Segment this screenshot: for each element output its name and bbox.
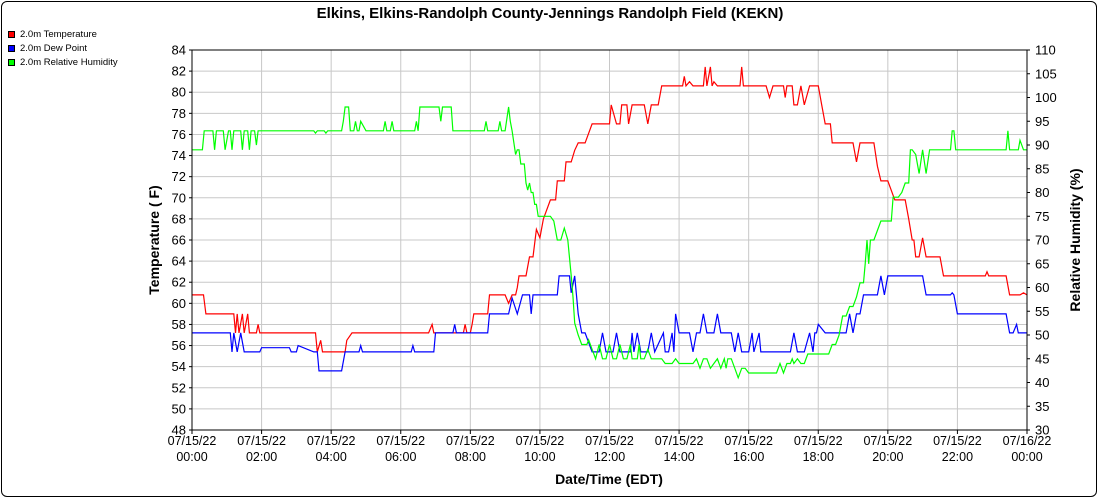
x-tick-date: 07/15/22	[794, 434, 843, 448]
legend-label-dew-point: 2.0m Dew Point	[20, 42, 88, 54]
x-tick-time: 00:00	[176, 450, 207, 464]
y2-tick-label: 55	[1035, 304, 1049, 319]
x-tick-date: 07/15/22	[655, 434, 704, 448]
ticks: 48 50 52 54 56 58 60 62 64 66 68 70 72 74 76 78 80 82 84 30…	[168, 43, 1057, 465]
y2-axis-label: Relative Humidity (%)	[1067, 168, 1083, 311]
y-tick-label: 76	[172, 127, 186, 142]
x-tick-date: 07/16/22	[1003, 434, 1052, 448]
y-tick-label: 64	[172, 254, 186, 269]
y-tick-label: 66	[172, 233, 186, 248]
grid	[191, 49, 1028, 431]
x-tick-date: 07/15/22	[446, 434, 495, 448]
y2-tick-label: 50	[1035, 328, 1049, 343]
y-tick-label: 78	[172, 106, 186, 121]
y2-tick-label: 60	[1035, 280, 1049, 295]
legend: 2.0m Temperature 2.0m Dew Point 2.0m Rel…	[8, 27, 118, 69]
y-tick-label: 80	[172, 85, 186, 100]
x-tick-date: 07/15/22	[237, 434, 286, 448]
x-tick-time: 14:00	[663, 450, 694, 464]
x-tick-time: 08:00	[455, 450, 486, 464]
legend-swatch-relative-humidity	[8, 58, 15, 66]
y2-tick-label: 45	[1035, 351, 1049, 366]
relative-humidity-line	[192, 106, 1027, 380]
y2-tick-label: 85	[1035, 161, 1049, 176]
x-tick-time: 04:00	[316, 450, 347, 464]
y-tick-label: 58	[172, 317, 186, 332]
y-tick-label: 68	[172, 211, 186, 226]
x-tick-date: 07/15/22	[376, 434, 425, 448]
y-tick-label: 56	[172, 338, 186, 353]
y2-tick-label: 40	[1035, 375, 1049, 390]
y-tick-label: 60	[172, 296, 186, 311]
y-tick-label: 82	[172, 64, 186, 79]
y2-tick-label: 80	[1035, 185, 1049, 200]
temperature-line	[192, 66, 1028, 353]
y-axis-label: Temperature ( F)	[146, 185, 162, 294]
x-tick-time: 22:00	[942, 450, 973, 464]
chart-title: Elkins, Elkins-Randolph County-Jennings …	[316, 5, 784, 22]
y2-tick-label: 90	[1035, 138, 1049, 153]
x-tick-date: 07/15/22	[724, 434, 773, 448]
y-tick-label: 84	[172, 43, 186, 58]
legend-swatch-dew-point	[8, 44, 15, 52]
y2-tick-label: 35	[1035, 399, 1049, 414]
y-tick-label: 54	[172, 359, 186, 374]
legend-item-temperature: 2.0m Temperature	[8, 27, 118, 41]
y2-tick-label: 30	[1035, 423, 1049, 438]
x-tick-time: 20:00	[872, 450, 903, 464]
x-tick-time: 06:00	[385, 450, 416, 464]
y-tick-label: 70	[172, 190, 186, 205]
y-tick-label: 72	[172, 169, 186, 184]
x-tick-time: 12:00	[594, 450, 625, 464]
y2-tick-label: 105	[1035, 66, 1057, 81]
y2-tick-label: 95	[1035, 114, 1049, 129]
legend-label-temperature: 2.0m Temperature	[20, 28, 97, 40]
x-tick-time: 02:00	[246, 450, 277, 464]
y-tick-label: 74	[172, 148, 186, 163]
legend-item-dew-point: 2.0m Dew Point	[8, 41, 118, 55]
legend-item-relative-humidity: 2.0m Relative Humidity	[8, 55, 118, 69]
series-layer	[192, 66, 1028, 380]
x-tick-time: 18:00	[803, 450, 834, 464]
y-tick-label: 62	[172, 275, 186, 290]
legend-label-relative-humidity: 2.0m Relative Humidity	[20, 56, 118, 68]
legend-swatch-temperature	[8, 30, 15, 38]
dew-point-line	[192, 275, 1027, 372]
y-tick-label: 52	[172, 380, 186, 395]
x-tick-date: 07/15/22	[863, 434, 912, 448]
y2-tick-label: 100	[1035, 90, 1057, 105]
y2-tick-label: 70	[1035, 233, 1049, 248]
x-tick-time: 00:00	[1011, 450, 1042, 464]
x-tick-date: 07/15/22	[585, 434, 634, 448]
x-tick-time: 16:00	[733, 450, 764, 464]
y2-tick-label: 110	[1035, 43, 1056, 58]
y2-tick-label: 75	[1035, 209, 1049, 224]
x-tick-time: 10:00	[524, 450, 555, 464]
y-tick-label: 50	[172, 401, 186, 416]
x-tick-date: 07/15/22	[933, 434, 982, 448]
x-tick-date: 07/15/22	[307, 434, 356, 448]
y-tick-label: 48	[172, 423, 186, 438]
x-tick-date: 07/15/22	[168, 434, 217, 448]
y2-tick-label: 65	[1035, 256, 1049, 271]
x-axis-label: Date/Time (EDT)	[555, 471, 663, 487]
x-tick-date: 07/15/22	[516, 434, 565, 448]
